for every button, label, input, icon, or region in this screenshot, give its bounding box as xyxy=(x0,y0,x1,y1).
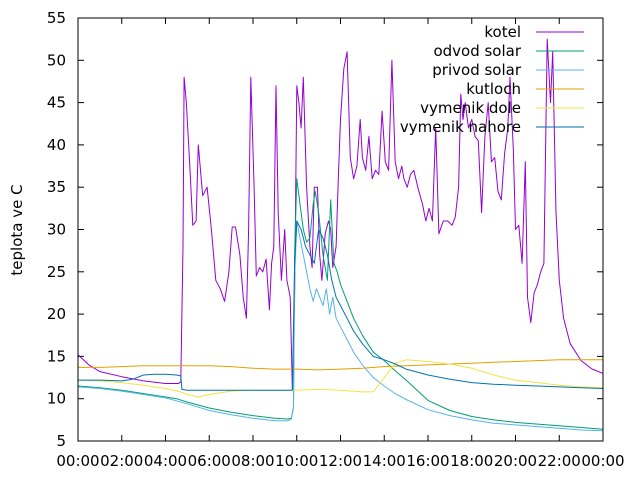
x-tick-label: 16:00 xyxy=(406,452,449,470)
y-tick-label: 55 xyxy=(47,9,66,27)
y-tick-label: 35 xyxy=(47,178,66,196)
legend-label: privod solar xyxy=(432,61,522,79)
x-tick-label: 14:00 xyxy=(363,452,406,470)
y-tick-label: 50 xyxy=(47,51,66,69)
y-tick-label: 45 xyxy=(47,94,66,112)
y-tick-label: 10 xyxy=(47,390,66,408)
series-line-kutloch xyxy=(78,359,603,371)
series-line-odvod-solar xyxy=(77,178,604,430)
plot-frame xyxy=(77,17,604,442)
x-tick-label: 18:00 xyxy=(450,452,493,470)
y-tick-label: 20 xyxy=(47,305,66,323)
legend-label: vymenik nahore xyxy=(400,118,521,136)
y-tick-label: 15 xyxy=(47,347,66,365)
x-tick-label: 00:00 xyxy=(581,452,624,470)
legend-label: kotel xyxy=(484,23,521,41)
legend-label: kutloch xyxy=(466,80,521,98)
legend-label: vymenik dole xyxy=(420,99,521,117)
x-tick-label: 10:00 xyxy=(275,452,318,470)
series-layer xyxy=(77,38,604,432)
x-tick-label: 08:00 xyxy=(231,452,274,470)
x-tick-label: 02:00 xyxy=(100,452,143,470)
series-line-vymenik-dole xyxy=(77,359,604,398)
y-tick-label: 40 xyxy=(47,136,66,154)
legend-label: odvod solar xyxy=(433,42,521,60)
series-line-kotel xyxy=(77,38,604,391)
y-tick-label: 30 xyxy=(47,221,66,239)
x-tick-label: 12:00 xyxy=(319,452,362,470)
series-line-vymenik-nahore xyxy=(78,220,604,391)
x-tick-label: 00:00 xyxy=(56,452,99,470)
x-tick-label: 06:00 xyxy=(188,452,231,470)
y-tick-label: 5 xyxy=(56,432,66,450)
x-tick-label: 22:00 xyxy=(538,452,581,470)
y-axis-label: teplota ve C xyxy=(8,184,26,275)
y-tick-label: 25 xyxy=(47,263,66,281)
x-tick-label: 20:00 xyxy=(494,452,537,470)
series-line-privod-solar xyxy=(77,220,604,432)
x-tick-label: 04:00 xyxy=(144,452,187,470)
